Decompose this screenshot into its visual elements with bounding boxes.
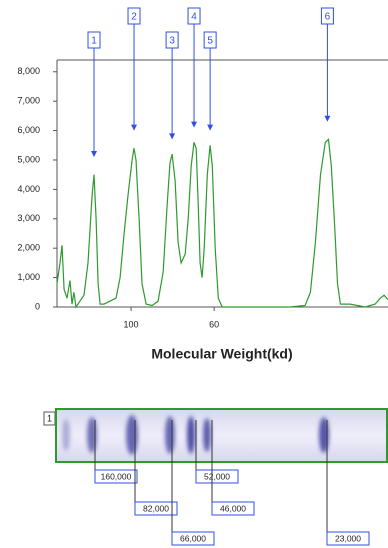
x-axis-title: Molecular Weight(kd) <box>151 346 292 362</box>
peak-label: 5 <box>207 36 213 47</box>
y-tick-label: 1,000 <box>17 272 40 282</box>
y-tick-label: 4,000 <box>17 184 40 194</box>
marker-label: 46,000 <box>220 503 246 513</box>
peak-label: 3 <box>169 36 175 47</box>
peak-label: 1 <box>91 36 97 47</box>
y-tick-label: 2,000 <box>17 243 40 253</box>
peak-arrowhead <box>91 151 97 157</box>
peak-label: 6 <box>325 12 331 23</box>
marker-label: 23,000 <box>335 533 361 543</box>
trace-line <box>57 139 388 307</box>
y-tick-label: 3,000 <box>17 213 40 223</box>
x-tick-label: 100 <box>124 319 139 329</box>
gel-image <box>56 409 387 462</box>
peak-arrowhead <box>324 116 330 122</box>
y-tick-label: 5,000 <box>17 154 40 164</box>
y-tick-label: 7,000 <box>17 96 40 106</box>
y-tick-label: 8,000 <box>17 66 40 76</box>
marker-label: 82,000 <box>143 503 169 513</box>
peak-label: 2 <box>131 12 137 23</box>
peak-arrowhead <box>131 125 137 131</box>
x-tick-label: 60 <box>209 319 219 329</box>
screenshot: Molecular Weight(kd) 1 0 1,000 2,000 3,000 4… <box>0 0 388 548</box>
peak-arrowhead <box>169 133 175 139</box>
marker-label: 52,000 <box>204 471 230 481</box>
peak-label: 4 <box>191 12 197 23</box>
peak-arrowhead <box>191 122 197 128</box>
y-tick-label: 6,000 <box>17 125 40 135</box>
peak-arrowhead <box>207 125 213 131</box>
lane-label: 1 <box>47 413 52 423</box>
marker-label: 66,000 <box>180 533 206 543</box>
marker-label: 160,000 <box>101 471 132 481</box>
y-tick-label: 0 <box>35 301 40 311</box>
